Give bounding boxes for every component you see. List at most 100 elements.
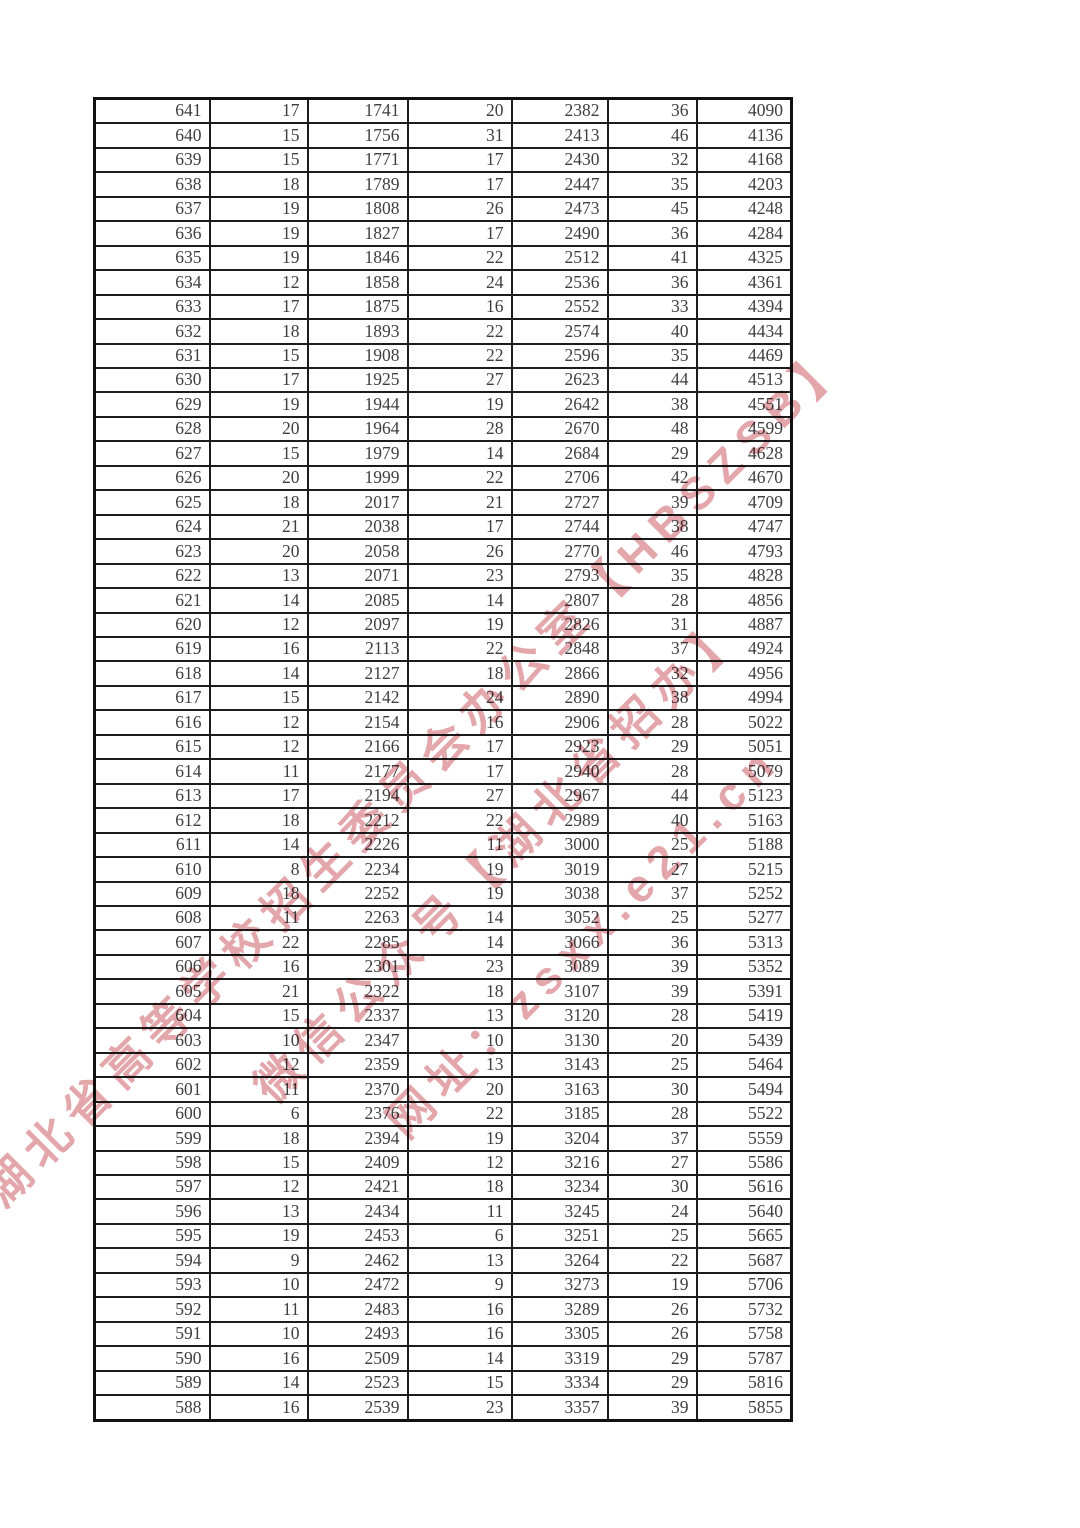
table-row: 619 16 2113 22 2848 37 4924 — [93, 635, 793, 663]
cell: 45 — [606, 195, 698, 223]
table-row: 599 18 2394 19 3204 37 5559 — [93, 1125, 793, 1152]
cell: 606 — [93, 953, 211, 981]
cell: 1925 — [306, 366, 409, 394]
cell: 1964 — [306, 415, 409, 443]
cell: 635 — [93, 244, 211, 272]
cell: 18 — [406, 660, 513, 687]
cell: 2017 — [306, 489, 409, 516]
cell: 3305 — [510, 1320, 609, 1348]
cell: 14 — [208, 660, 309, 687]
cell: 3143 — [510, 1051, 609, 1079]
cell: 3319 — [510, 1345, 609, 1372]
cell: 3066 — [510, 929, 609, 956]
cell: 18 — [208, 1125, 309, 1152]
cell: 617 — [93, 684, 211, 712]
cell: 4887 — [695, 611, 793, 639]
cell: 592 — [93, 1296, 211, 1323]
cell: 6 — [406, 1222, 513, 1250]
cell: 39 — [606, 489, 698, 516]
cell: 2113 — [306, 635, 409, 663]
cell: 19 — [208, 244, 309, 272]
cell: 19 — [208, 195, 309, 223]
cell: 4670 — [695, 464, 793, 492]
cell: 2142 — [306, 684, 409, 712]
score-distribution-table: 641 17 1741 20 2382 36 4090 640 15 1756 31 2413 46 41… — [93, 97, 793, 1422]
cell: 39 — [606, 1394, 698, 1422]
cell: 4469 — [695, 342, 793, 370]
cell: 2127 — [306, 660, 409, 687]
cell: 26 — [406, 538, 513, 565]
cell: 632 — [93, 318, 211, 345]
cell: 4709 — [695, 489, 793, 516]
cell: 2512 — [510, 244, 609, 272]
cell: 4994 — [695, 684, 793, 712]
cell: 37 — [606, 635, 698, 663]
cell: 19 — [208, 220, 309, 247]
cell: 17 — [406, 220, 513, 247]
cell: 22 — [406, 342, 513, 370]
cell: 625 — [93, 489, 211, 516]
cell: 13 — [208, 1198, 309, 1225]
table-row: 630 17 1925 27 2623 44 4513 — [93, 366, 793, 394]
cell: 591 — [93, 1320, 211, 1348]
cell: 613 — [93, 782, 211, 810]
cell: 2212 — [306, 807, 409, 834]
cell: 638 — [93, 171, 211, 198]
cell: 5252 — [695, 880, 793, 907]
table-row: 591 10 2493 16 3305 26 5758 — [93, 1320, 793, 1348]
cell: 608 — [93, 904, 211, 932]
cell: 1858 — [306, 269, 409, 296]
cell: 2989 — [510, 807, 609, 834]
cell: 2194 — [306, 782, 409, 810]
cell: 3089 — [510, 953, 609, 981]
cell: 5855 — [695, 1394, 793, 1422]
cell: 1741 — [306, 97, 409, 125]
cell: 15 — [208, 1002, 309, 1030]
cell: 2097 — [306, 611, 409, 639]
cell: 19 — [406, 880, 513, 907]
cell: 11 — [406, 1198, 513, 1225]
cell: 11 — [208, 904, 309, 932]
cell: 29 — [606, 733, 698, 761]
cell: 29 — [606, 1345, 698, 1372]
cell: 17 — [208, 293, 309, 321]
cell: 637 — [93, 195, 211, 223]
cell: 5163 — [695, 807, 793, 834]
cell: 25 — [606, 1222, 698, 1250]
cell: 15 — [208, 1149, 309, 1176]
cell: 2596 — [510, 342, 609, 370]
cell: 5313 — [695, 929, 793, 956]
cell: 32 — [606, 146, 698, 174]
cell: 11 — [208, 1296, 309, 1323]
cell: 18 — [406, 978, 513, 1005]
cell: 1846 — [306, 244, 409, 272]
cell: 2263 — [306, 904, 409, 932]
cell: 4168 — [695, 146, 793, 174]
cell: 2706 — [510, 464, 609, 492]
cell: 3120 — [510, 1002, 609, 1030]
cell: 1979 — [306, 440, 409, 467]
cell: 12 — [208, 1173, 309, 1201]
cell: 2906 — [510, 709, 609, 736]
cell: 38 — [606, 513, 698, 541]
table-row: 602 12 2359 13 3143 25 5464 — [93, 1051, 793, 1079]
cell: 19 — [406, 1125, 513, 1152]
cell: 4513 — [695, 366, 793, 394]
cell: 36 — [606, 220, 698, 247]
cell: 1944 — [306, 391, 409, 418]
cell: 5706 — [695, 1271, 793, 1299]
cell: 28 — [606, 1100, 698, 1128]
cell: 600 — [93, 1100, 211, 1128]
cell: 594 — [93, 1247, 211, 1274]
cell: 2623 — [510, 366, 609, 394]
cell: 2826 — [510, 611, 609, 639]
cell: 23 — [406, 562, 513, 590]
cell: 15 — [208, 342, 309, 370]
cell: 2447 — [510, 171, 609, 198]
cell: 29 — [606, 1369, 698, 1397]
cell: 19 — [406, 391, 513, 418]
cell: 2359 — [306, 1051, 409, 1079]
cell: 13 — [208, 562, 309, 590]
cell: 20 — [606, 1027, 698, 1054]
